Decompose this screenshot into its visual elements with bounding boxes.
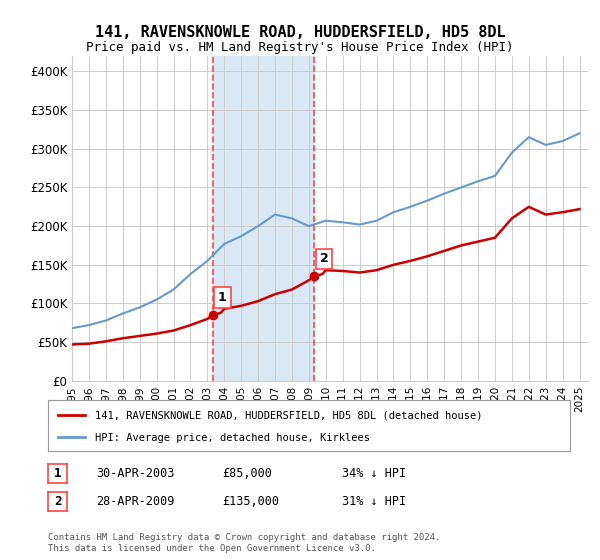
Text: 1: 1 bbox=[54, 467, 61, 480]
Text: 2: 2 bbox=[320, 253, 328, 265]
Text: 2: 2 bbox=[54, 495, 61, 508]
Text: £85,000: £85,000 bbox=[222, 466, 272, 480]
Text: Contains HM Land Registry data © Crown copyright and database right 2024.
This d: Contains HM Land Registry data © Crown c… bbox=[48, 533, 440, 553]
Text: 141, RAVENSKNOWLE ROAD, HUDDERSFIELD, HD5 8DL: 141, RAVENSKNOWLE ROAD, HUDDERSFIELD, HD… bbox=[95, 25, 505, 40]
Text: Price paid vs. HM Land Registry's House Price Index (HPI): Price paid vs. HM Land Registry's House … bbox=[86, 41, 514, 54]
Text: £135,000: £135,000 bbox=[222, 494, 279, 508]
Text: 28-APR-2009: 28-APR-2009 bbox=[96, 494, 175, 508]
Text: 141, RAVENSKNOWLE ROAD, HUDDERSFIELD, HD5 8DL (detached house): 141, RAVENSKNOWLE ROAD, HUDDERSFIELD, HD… bbox=[95, 410, 482, 421]
Text: 30-APR-2003: 30-APR-2003 bbox=[96, 466, 175, 480]
Text: 34% ↓ HPI: 34% ↓ HPI bbox=[342, 466, 406, 480]
Text: 31% ↓ HPI: 31% ↓ HPI bbox=[342, 494, 406, 508]
Bar bbox=[213, 56, 314, 381]
Text: 1: 1 bbox=[218, 291, 227, 304]
Text: HPI: Average price, detached house, Kirklees: HPI: Average price, detached house, Kirk… bbox=[95, 433, 370, 443]
